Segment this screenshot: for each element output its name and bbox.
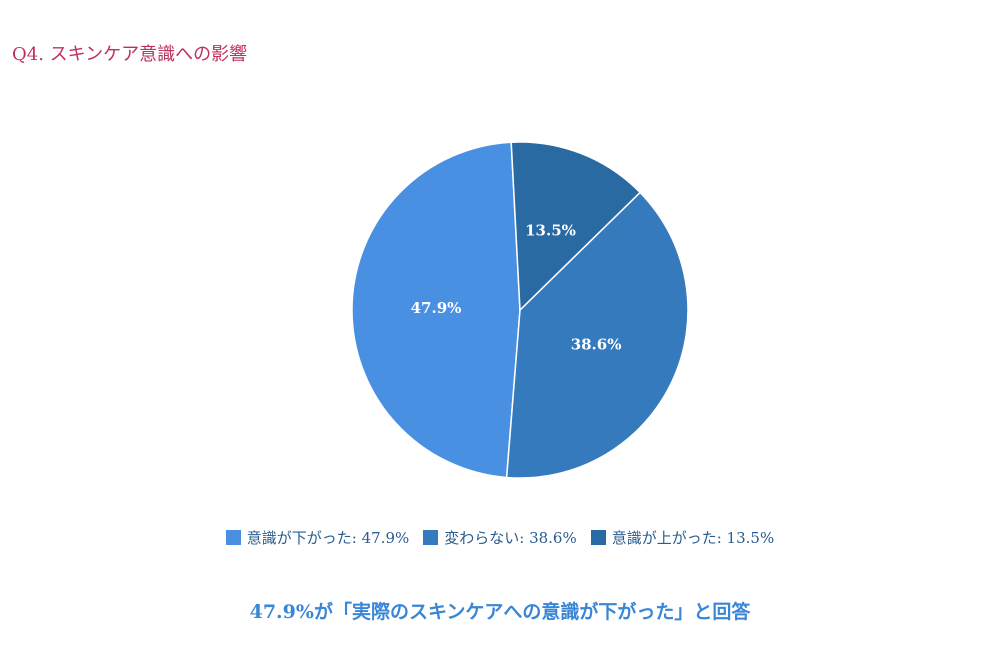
legend-item-decreased: 意識が下がった: 47.9% <box>225 527 410 548</box>
pie-slice-decreased <box>351 141 521 479</box>
legend-item-unchanged: 変わらない: 38.6% <box>423 527 577 548</box>
pie-slice-unchanged <box>505 191 689 479</box>
legend-label-decreased: 意識が下がった: 47.9% <box>246 529 410 547</box>
legend-item-increased: 意識が上がった: 13.5% <box>590 527 775 548</box>
legend: 意識が下がった: 47.9% 変わらない: 38.6% 意識が上がった: 13.… <box>0 527 1000 548</box>
legend-swatch-decreased <box>225 530 241 545</box>
page-title: Q4. スキンケア意識への影響 <box>12 44 248 65</box>
legend-label-unchanged: 変わらない: 38.6% <box>444 529 577 547</box>
slice-label-decreased: 47.9% <box>411 299 462 317</box>
legend-swatch-unchanged <box>423 530 439 545</box>
legend-swatch-increased <box>590 530 606 545</box>
conclusion-text: 47.9%が「実際のスキンケアへの意識が下がった」と回答 <box>249 601 751 623</box>
slice-label-unchanged: 38.6% <box>571 336 622 354</box>
slice-label-increased: 13.5% <box>525 222 576 240</box>
legend-label-increased: 意識が上がった: 13.5% <box>611 529 775 547</box>
pie-slice-increased <box>510 141 642 312</box>
